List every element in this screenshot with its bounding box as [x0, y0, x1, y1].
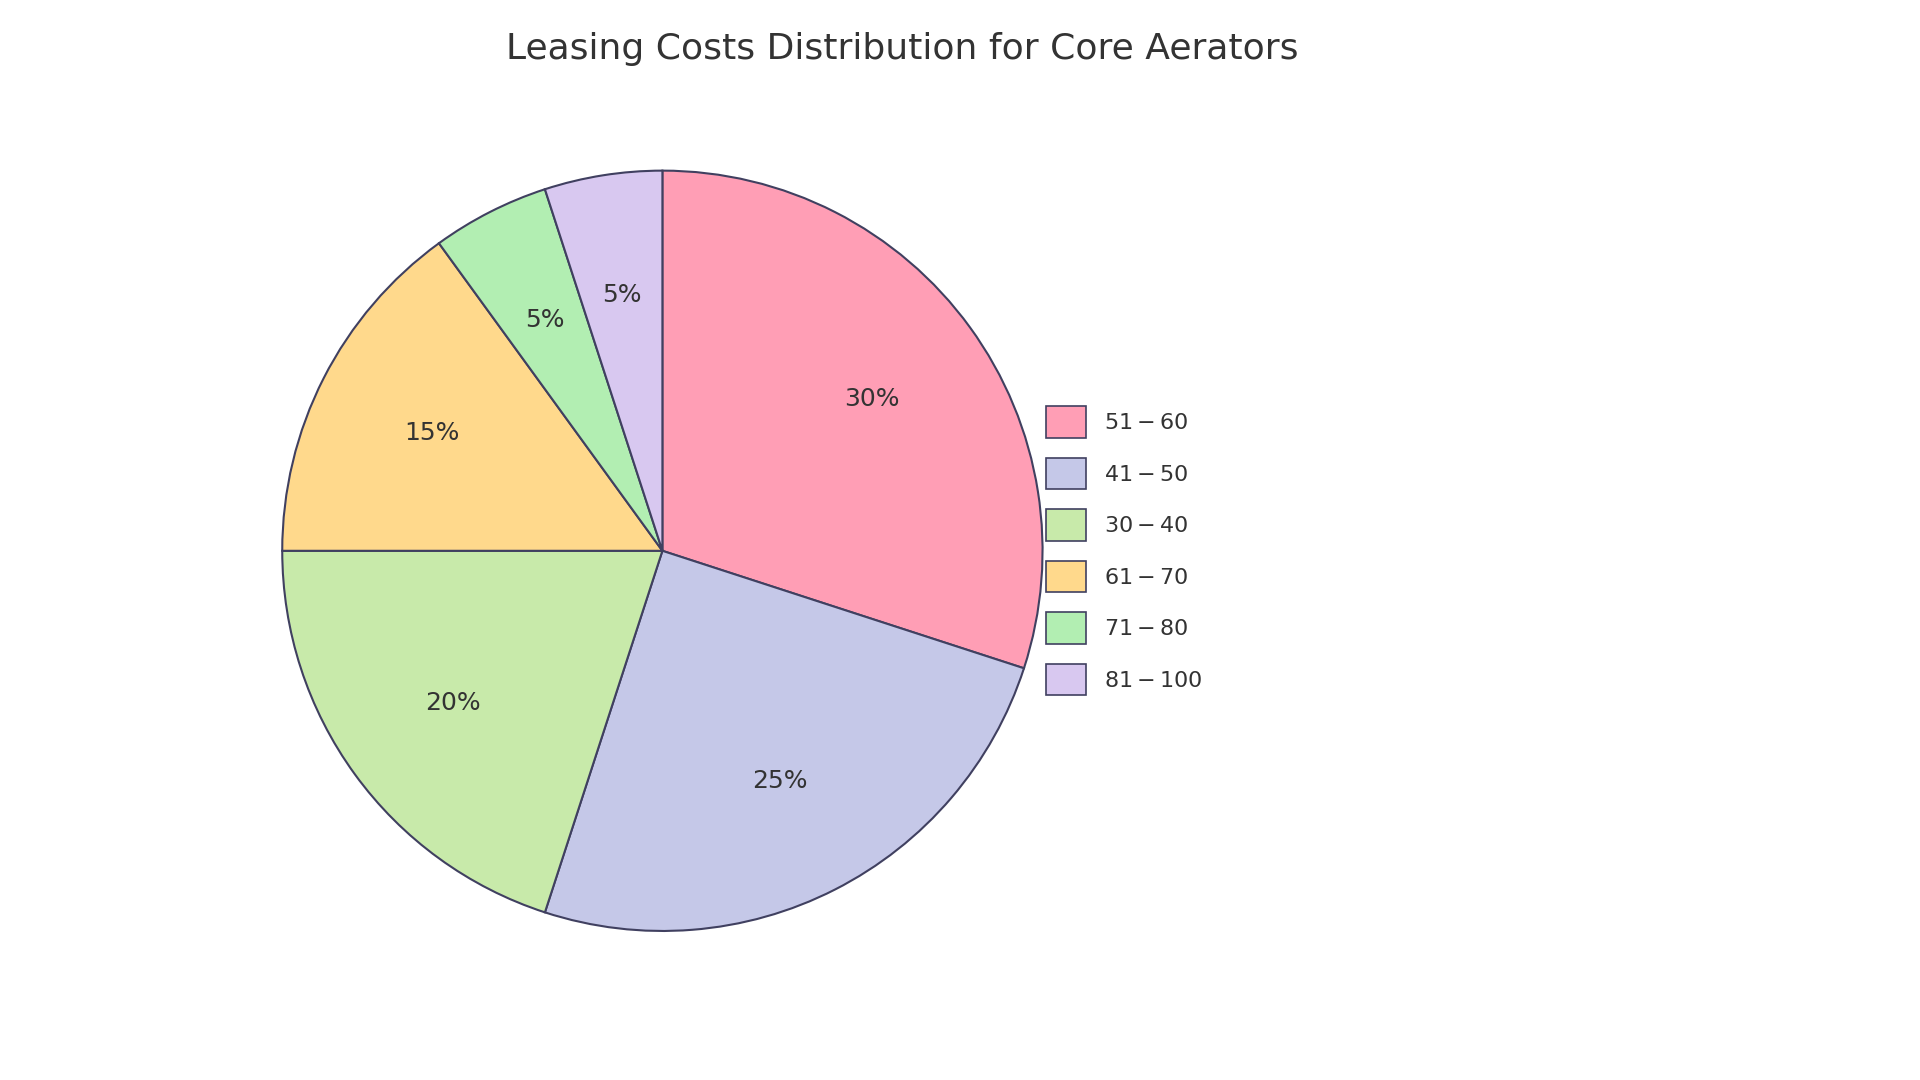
Wedge shape — [545, 171, 662, 551]
Text: 5%: 5% — [603, 283, 641, 308]
Wedge shape — [440, 189, 662, 551]
Wedge shape — [545, 551, 1023, 931]
Text: 15%: 15% — [405, 421, 459, 445]
Text: Leasing Costs Distribution for Core Aerators: Leasing Costs Distribution for Core Aera… — [507, 32, 1298, 66]
Wedge shape — [662, 171, 1043, 669]
Legend: $51 - $60, $41 - $50, $30 - $40, $61 - $70, $71 - $80, $81 - $100: $51 - $60, $41 - $50, $30 - $40, $61 - $… — [1035, 395, 1213, 706]
Text: 20%: 20% — [426, 691, 482, 715]
Text: 25%: 25% — [753, 769, 808, 793]
Text: 5%: 5% — [526, 309, 564, 333]
Text: 30%: 30% — [843, 387, 899, 410]
Wedge shape — [282, 551, 662, 913]
Wedge shape — [282, 243, 662, 551]
